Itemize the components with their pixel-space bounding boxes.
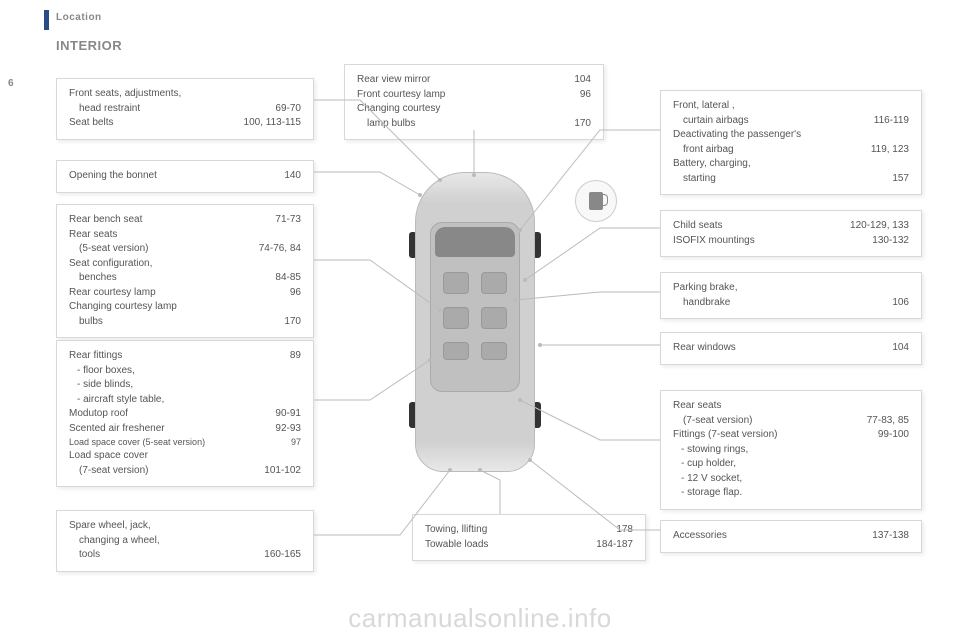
entry-label: Towing, llifting (425, 523, 616, 538)
entry-label: Load space cover (69, 449, 301, 464)
entry-label: tools (69, 548, 264, 563)
car-top-view-diagram (375, 172, 575, 502)
section-accent-bar (44, 10, 49, 30)
entry-label: (7-seat version) (673, 414, 867, 429)
entry-page: 84-85 (275, 271, 301, 286)
entry-page: 96 (580, 88, 591, 103)
box-rear-windows: Rear windows104 (660, 332, 922, 365)
entry-label: ISOFIX mountings (673, 234, 872, 249)
entry-label: Rear courtesy lamp (69, 286, 290, 301)
box-rear-fittings: Rear fittings89 floor boxes, side blinds, a… (56, 340, 314, 487)
list-item: stowing rings, (673, 444, 748, 455)
entry-label: head restraint (69, 102, 275, 117)
entry-page: 97 (291, 436, 301, 449)
list-item: 12 V socket, (673, 473, 742, 484)
entry-label: Rear seats (69, 228, 301, 243)
entry-page: 170 (284, 315, 301, 330)
box-child-seats: Child seats120-129, 133ISOFIX mountings1… (660, 210, 922, 257)
entry-label: Front seats, adjustments, (69, 87, 301, 102)
entry-label: lamp bulbs (357, 117, 574, 132)
list-item: cup holder, (673, 458, 736, 469)
list-item: floor boxes, (69, 365, 135, 376)
entry-label: Front courtesy lamp (357, 88, 580, 103)
entry-label: changing a wheel, (69, 534, 301, 549)
entry-page: 178 (616, 523, 633, 538)
entry-label: Battery, charging, (673, 157, 909, 172)
entry-page: 116-119 (874, 114, 909, 129)
entry-label: (5-seat version) (69, 242, 259, 257)
box-bonnet: Opening the bonnet140 (56, 160, 314, 193)
entry-page: 99-100 (878, 428, 909, 443)
entry-page: 104 (892, 341, 909, 356)
watermark: carmanualsonline.info (0, 603, 960, 634)
box-towing: Towing, llifting178 Towable loads184-187 (412, 514, 646, 561)
entry-label: Parking brake, (673, 281, 909, 296)
fuel-pump-icon (575, 180, 617, 222)
box-airbags: Front, lateral ,curtain airbags116-119De… (660, 90, 922, 195)
entry-page: 101-102 (264, 464, 301, 479)
box-parking-brake: Parking brake,handbrake106 (660, 272, 922, 319)
entry-label: Accessories (673, 529, 872, 544)
entry-page: 160-165 (264, 548, 301, 563)
entry-label: Rear fittings (69, 349, 290, 364)
entry-label: Seat configuration, (69, 257, 301, 272)
entry-label: curtain airbags (673, 114, 874, 129)
entry-page: 140 (284, 169, 301, 184)
entry-label: bulbs (69, 315, 284, 330)
page-title: INTERIOR (56, 38, 122, 53)
page-number: 6 (8, 78, 14, 89)
entry-page: 92-93 (275, 422, 301, 437)
entry-page: 120-129, 133 (850, 219, 909, 234)
box-accessories: Accessories137-138 (660, 520, 922, 553)
entry-page: 74-76, 84 (259, 242, 301, 257)
entry-label: Load space cover (5-seat version) (69, 436, 291, 449)
entry-label: (7-seat version) (69, 464, 264, 479)
entry-page: 96 (290, 286, 301, 301)
entry-page: 170 (574, 117, 591, 132)
entry-label: Scented air freshener (69, 422, 275, 437)
entry-label: Rear windows (673, 341, 892, 356)
entry-label: Child seats (673, 219, 850, 234)
entry-page: 104 (574, 73, 591, 88)
box-rear-bench: Rear bench seat71-73Rear seats(5-seat ve… (56, 204, 314, 338)
entry-label: benches (69, 271, 275, 286)
entry-page: 157 (892, 172, 909, 187)
entry-label: Spare wheel, jack, (69, 519, 301, 534)
entry-label: Fittings (7-seat version) (673, 428, 878, 443)
entry-label: Rear bench seat (69, 213, 275, 228)
entry-label: starting (673, 172, 892, 187)
section-label: Location (56, 12, 102, 23)
entry-label: front airbag (673, 143, 871, 158)
entry-page: 100, 113-115 (244, 116, 301, 131)
entry-page: 90-91 (275, 407, 301, 422)
entry-label: Rear seats (673, 399, 909, 414)
entry-label: Modutop roof (69, 407, 275, 422)
list-item: storage flap. (673, 487, 742, 498)
box-spare-wheel: Spare wheel, jack,changing a wheel,tools… (56, 510, 314, 572)
entry-label: Changing courtesy lamp (69, 300, 301, 315)
entry-page: 71-73 (275, 213, 301, 228)
entry-label: Opening the bonnet (69, 169, 284, 184)
box-rear-mirror: Rear view mirror104Front courtesy lamp96… (344, 64, 604, 140)
entry-label: Seat belts (69, 116, 244, 131)
entry-page: 119, 123 (871, 143, 909, 158)
entry-page: 184-187 (596, 538, 633, 553)
entry-page: 89 (290, 349, 301, 364)
entry-label: Deactivating the passenger's (673, 128, 909, 143)
box-rear-seats-7: Rear seats(7-seat version)77-83, 85Fitti… (660, 390, 922, 510)
entry-label: Changing courtesy (357, 102, 591, 117)
entry-page: 69-70 (275, 102, 301, 117)
box-front-seats: Front seats, adjustments,head restraint6… (56, 78, 314, 140)
entry-page: 106 (892, 296, 909, 311)
entry-label: Front, lateral , (673, 99, 909, 114)
list-item: side blinds, (69, 379, 133, 390)
entry-label: handbrake (673, 296, 892, 311)
list-item: aircraft style table, (69, 394, 164, 405)
entry-page: 130-132 (872, 234, 909, 249)
entry-page: 137-138 (872, 529, 909, 544)
entry-label: Towable loads (425, 538, 596, 553)
entry-label: Rear view mirror (357, 73, 574, 88)
entry-page: 77-83, 85 (867, 414, 909, 429)
